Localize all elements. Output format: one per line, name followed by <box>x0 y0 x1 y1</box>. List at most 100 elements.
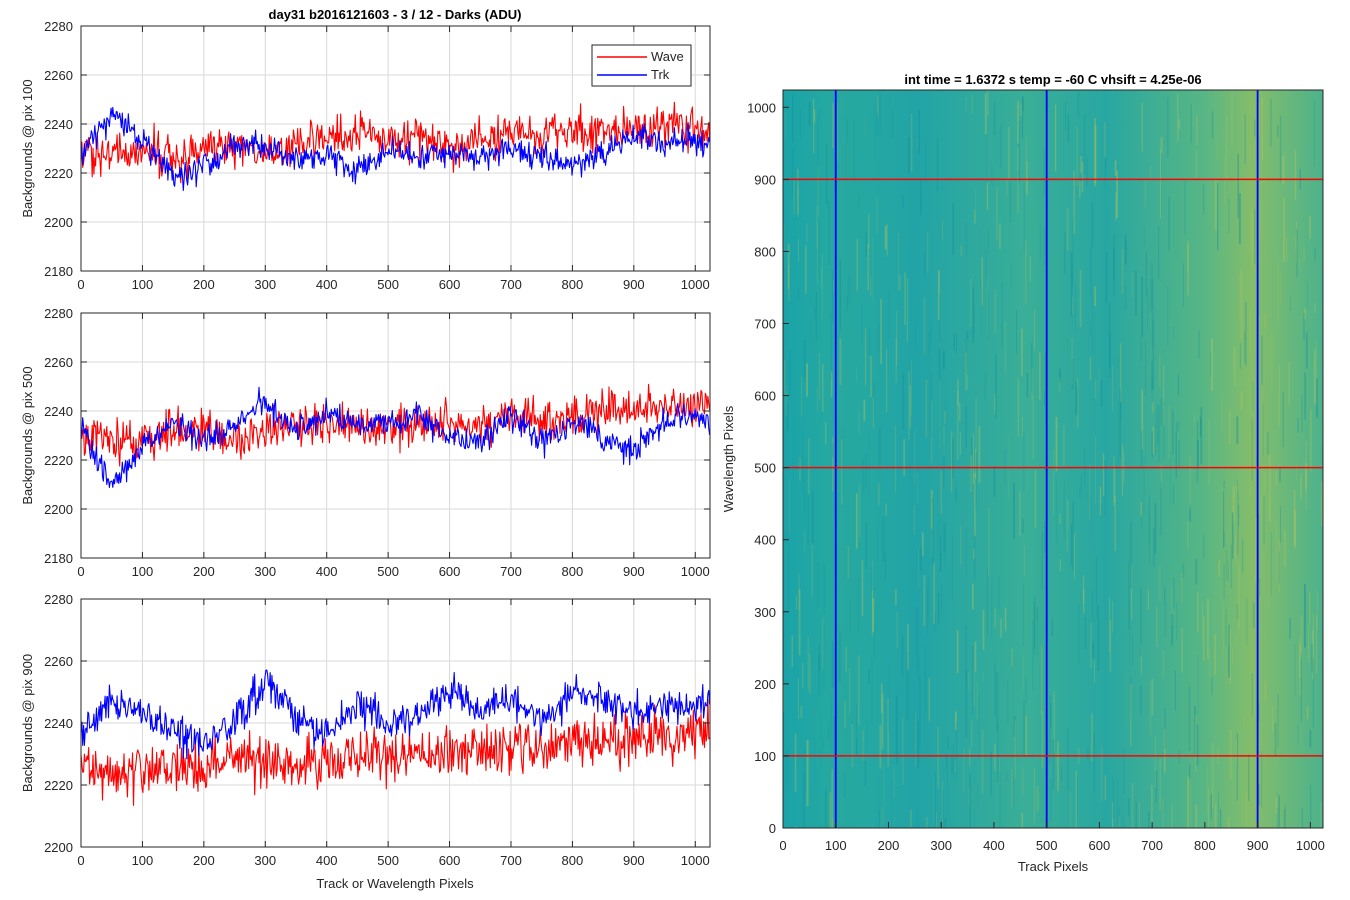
heatmap-streak <box>821 254 823 320</box>
heatmap-streak <box>1305 441 1307 511</box>
heatmap-streak <box>1234 346 1236 387</box>
heatmap-streak <box>1307 281 1309 309</box>
heatmap-streak <box>993 465 996 498</box>
xtick-label: 200 <box>193 277 215 292</box>
heatmap-streak <box>1071 338 1073 385</box>
heatmap-streak <box>1076 775 1078 822</box>
heatmap-streak <box>923 297 926 355</box>
heatmap-streak <box>1286 236 1288 261</box>
heatmap-streak <box>804 469 806 513</box>
ylabel-pix-100: Backgrounds @ pix 100 <box>20 79 35 217</box>
heatmap-streak <box>973 670 975 707</box>
heatmap-streak <box>1299 643 1301 695</box>
heatmap-streak <box>1311 630 1314 680</box>
heatmap-streak <box>1164 708 1166 749</box>
xtick-label: 500 <box>377 564 399 579</box>
heatmap-streak <box>977 784 979 810</box>
heatmap-streak <box>831 697 833 750</box>
ytick-label: 2280 <box>44 592 73 607</box>
heatmap-streak <box>1151 784 1153 826</box>
heatmap-streak <box>1258 102 1260 139</box>
heatmap-streak <box>1071 359 1074 390</box>
heatmap-streak <box>1251 418 1253 481</box>
heatmap-streak <box>914 429 916 485</box>
heatmap-streak <box>1158 226 1160 279</box>
heatmap-streak <box>1140 685 1142 716</box>
heatmap-streak <box>1043 150 1045 195</box>
heatmap-streak <box>818 218 820 278</box>
heatmap-streak <box>862 743 864 762</box>
heatmap-streak <box>881 693 884 750</box>
heatmap-streak <box>1063 425 1065 466</box>
heatmap-streak <box>1202 616 1205 661</box>
heatmap-streak <box>944 817 947 828</box>
heatmap-streak <box>1162 797 1164 828</box>
heatmap-streak <box>849 276 851 303</box>
xtick-label: 400 <box>316 564 338 579</box>
heatmap-streak <box>1296 229 1298 278</box>
heatmap-streak <box>1208 787 1210 828</box>
heatmap-streak <box>797 168 799 215</box>
heatmap-streak <box>1124 285 1127 310</box>
heatmap-streak <box>802 662 804 688</box>
heatmap-streak <box>988 229 989 253</box>
heatmap-streak <box>1252 380 1254 412</box>
heatmap-streak <box>1112 601 1113 633</box>
heatmap-streak <box>876 529 878 564</box>
heatmap-streak <box>1189 455 1191 509</box>
heatmap-streak <box>1011 648 1013 667</box>
heatmap-streak <box>1306 706 1309 720</box>
heatmap-streak <box>1032 395 1034 460</box>
xtick-label: 0 <box>77 853 84 868</box>
heatmap-streak <box>917 721 920 768</box>
heatmap-streak <box>927 579 929 618</box>
heatmap-streak <box>830 371 833 398</box>
heatmap-streak <box>1252 602 1255 628</box>
heatmap-streak <box>919 546 922 571</box>
heatmap-streak <box>942 220 943 240</box>
heatmap-streak <box>1295 462 1298 480</box>
heatmap-streak <box>1261 751 1263 808</box>
heatmap-streak <box>1237 492 1239 556</box>
heatmap-streak <box>974 451 977 509</box>
heatmap-streak <box>1301 394 1303 432</box>
heatmap-streak <box>1236 416 1239 444</box>
heatmap-ytick-label: 0 <box>769 821 776 836</box>
heatmap-streak <box>847 275 849 304</box>
ytick-label: 2220 <box>44 778 73 793</box>
heatmap-streak <box>862 729 864 744</box>
heatmap-streak <box>1036 606 1038 620</box>
heatmap-streak <box>813 98 815 154</box>
xtick-label: 900 <box>623 564 645 579</box>
heatmap-streak <box>1276 808 1279 828</box>
heatmap-streak <box>1130 677 1131 717</box>
heatmap-streak <box>949 783 950 828</box>
heatmap-streak <box>884 225 887 250</box>
heatmap-streak <box>1082 575 1085 604</box>
heatmap-xtick-label: 300 <box>930 838 952 853</box>
heatmap-streak <box>942 781 943 828</box>
heatmap-streak <box>822 618 824 670</box>
heatmap-streak <box>846 295 848 311</box>
heatmap-streak <box>1123 748 1125 794</box>
heatmap-streak <box>1159 354 1161 388</box>
heatmap-streak <box>1076 387 1078 414</box>
heatmap-streak <box>1151 361 1153 391</box>
heatmap-streak <box>849 597 851 632</box>
heatmap-streak <box>910 114 913 173</box>
heatmap-streak <box>1070 791 1072 828</box>
heatmap-streak <box>1154 735 1156 788</box>
heatmap-streak <box>1140 644 1142 675</box>
heatmap-streak <box>973 533 976 580</box>
heatmap-streak <box>1129 602 1130 662</box>
heatmap-ytick-label: 100 <box>754 749 776 764</box>
heatmap-streak <box>1311 643 1313 672</box>
heatmap-streak <box>987 568 988 637</box>
heatmap-streak <box>1231 92 1233 146</box>
heatmap-texture <box>783 90 1323 828</box>
heatmap-streak <box>978 426 981 483</box>
heatmap-streak <box>946 753 948 770</box>
heatmap-streak <box>965 528 967 580</box>
heatmap-streak <box>928 331 930 354</box>
heatmap-streak <box>1077 378 1079 429</box>
